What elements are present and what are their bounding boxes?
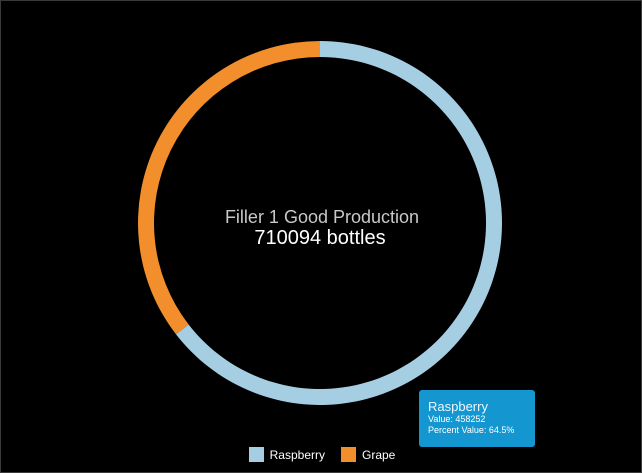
legend-swatch-raspberry: [248, 447, 264, 462]
legend-item-raspberry[interactable]: Raspberry: [248, 447, 325, 462]
chart-tooltip: Raspberry Value: 458252 Percent Value: 6…: [419, 390, 535, 447]
chart-title: Filler 1 Good Production: [224, 207, 420, 227]
legend-label-raspberry: Raspberry: [269, 447, 325, 462]
tooltip-value: Value: 458252: [428, 414, 486, 424]
donut-slice-grape[interactable]: [138, 41, 320, 335]
legend-label-grape: Grape: [362, 447, 396, 462]
legend-swatch-grape: [341, 447, 356, 462]
chart-legend: Raspberry Grape: [1, 447, 641, 462]
tooltip-series-name: Raspberry: [428, 399, 488, 414]
chart-total-value: 710094 bottles: [254, 227, 386, 249]
tooltip-percent: Percent Value: 64.5%: [428, 425, 515, 435]
legend-item-grape[interactable]: Grape: [341, 447, 395, 462]
